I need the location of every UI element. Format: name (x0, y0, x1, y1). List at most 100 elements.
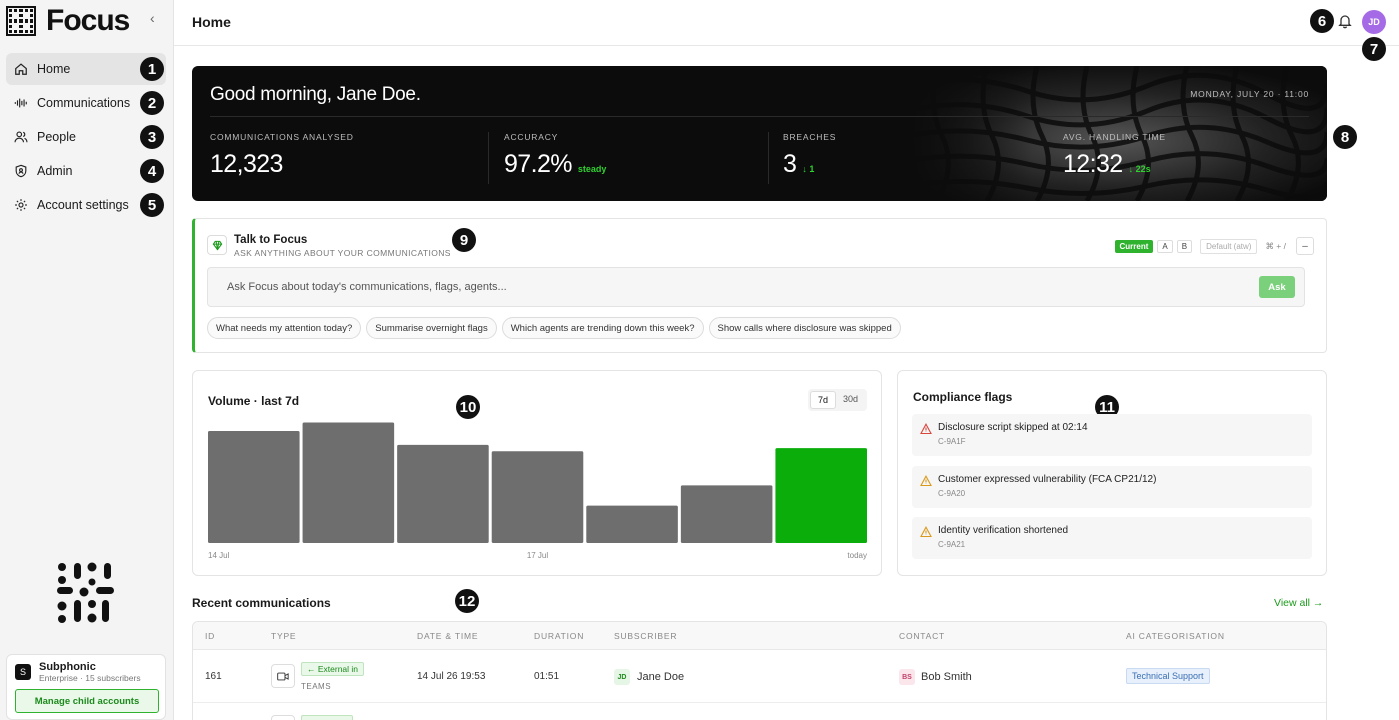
range-30d-tab[interactable]: 30d (842, 394, 858, 404)
kpi-label: COMMUNICATIONS ANALYSED (210, 132, 354, 142)
compliance-flag-item[interactable]: Identity verification shortened C-9A21 (912, 517, 1312, 559)
kpi-accuracy: ACCURACY 97.2% steady (504, 132, 606, 184)
compliance-flag-item[interactable]: Disclosure script skipped at 02:14 C-9A1… (912, 414, 1312, 456)
org-logo: S (15, 664, 31, 680)
annotation-badge: 4 (140, 159, 164, 183)
ask-button[interactable]: Ask (1259, 276, 1295, 298)
flag-id: C-9A20 (938, 489, 966, 498)
chart-bar-15-jul[interactable] (302, 422, 395, 543)
card-title: Compliance flags (913, 390, 1013, 404)
shield-icon (14, 164, 28, 178)
model-default-toggle[interactable]: Default (atw) (1200, 238, 1258, 254)
org-subtitle: Enterprise · 15 subscribers (39, 673, 141, 683)
app-name: Focus (46, 4, 130, 37)
keyboard-shortcut: ⌘ + / (1265, 240, 1286, 251)
range-toggle: 7d 30d (807, 389, 867, 411)
app-logo[interactable]: Focus (6, 4, 130, 38)
chart-bar-16-jul[interactable] (397, 444, 489, 543)
channel-label: TEAMS (301, 682, 332, 691)
people-icon (14, 130, 28, 144)
chevron-left-icon: ‹ (150, 10, 155, 26)
kpi-delta: steady (577, 164, 607, 174)
subscriber-avatar: JD (614, 669, 630, 685)
x-tick-label: 14 Jul (208, 551, 230, 560)
annotation-badge: 3 (140, 125, 164, 149)
manage-child-accounts-button[interactable]: Manage child accounts (15, 689, 159, 713)
column-header[interactable]: SUBSCRIBER (614, 631, 678, 641)
divider (210, 116, 1309, 117)
chart-bar-18-jul[interactable] (586, 505, 678, 543)
kpi-value: 12:32 (1063, 150, 1123, 178)
sidebar-item-label: Home (37, 62, 71, 76)
user-avatar[interactable]: JD (1362, 10, 1386, 34)
flag-title: Identity verification shortened (938, 525, 1069, 536)
direction-badge (301, 715, 353, 720)
organization-card: S Subphonic Enterprise · 15 subscribers … (6, 654, 166, 720)
bell-icon[interactable] (1337, 13, 1353, 29)
kpi-delta: ↓ 1 (802, 164, 815, 174)
model-b-toggle[interactable]: B (1176, 239, 1193, 253)
ask-box: Ask (207, 267, 1305, 307)
suggestion-chip[interactable]: Show calls where disclosure was skipped (708, 317, 901, 339)
column-header[interactable]: DATE & TIME (417, 631, 479, 641)
kpi-value: 3 (783, 150, 797, 178)
sidebar: Focus ‹ Home 1 Communications 2 People 3… (0, 0, 174, 720)
column-header[interactable]: TYPE (271, 631, 297, 641)
hero-banner: Good morning, Jane Doe. MONDAY, JULY 20 … (192, 66, 1327, 201)
flag-title: Disclosure script skipped at 02:14 (938, 422, 1088, 433)
kpi-avg-handling-time: AVG. HANDLING TIME 12:32 ↓ 22s (1063, 132, 1166, 184)
column-header[interactable]: DURATION (534, 631, 585, 641)
sidebar-nav: Home 1 Communications 2 People 3 Admin 4… (6, 53, 166, 223)
view-all-link[interactable]: View all → (1274, 597, 1324, 609)
chart-bar-14-jul[interactable] (208, 431, 300, 543)
home-icon (14, 62, 28, 76)
kpi-delta: ↓ 22s (1128, 164, 1151, 174)
model-a-toggle[interactable]: A (1157, 239, 1173, 253)
column-header[interactable]: ID (205, 631, 216, 641)
table-row[interactable] (193, 704, 1326, 720)
range-7d-tab[interactable]: 7d (809, 391, 836, 409)
suggestion-chip[interactable]: Summarise overnight flags (366, 317, 497, 339)
sidebar-item-label: Account settings (37, 198, 129, 212)
chart-bar-today[interactable] (775, 448, 867, 543)
sidebar-item-label: Communications (37, 96, 131, 110)
direction-badge: ← External in (301, 662, 365, 676)
compliance-flag-item[interactable]: Customer expressed vulnerability (FCA CP… (912, 466, 1312, 508)
annotation-badge: 7 (1362, 37, 1386, 61)
section-title: Recent communications (192, 596, 331, 610)
flag-title: Customer expressed vulnerability (FCA CP… (938, 474, 1157, 485)
ask-input[interactable] (208, 268, 1258, 306)
x-tick-label: 17 Jul (527, 551, 549, 560)
chart-bar-19-jul[interactable] (680, 485, 773, 543)
suggestion-chip[interactable]: What needs my attention today? (207, 317, 362, 339)
model-current-toggle[interactable]: Current (1114, 239, 1154, 253)
chart-bar-17-jul[interactable] (491, 451, 584, 543)
kpi-communications-analysed: COMMUNICATIONS ANALYSED 12,323 (210, 132, 354, 184)
table-header: ID TYPE DATE & TIME DURATION SUBSCRIBER … (193, 622, 1326, 650)
contact-name[interactable]: Bob Smith (921, 671, 972, 683)
column-header[interactable]: AI CATEGORISATION (1126, 631, 1225, 641)
panel-title: Talk to Focus (234, 234, 308, 246)
sidebar-item-account-settings[interactable]: Account settings 5 (6, 189, 166, 221)
column-header[interactable]: CONTACT (899, 631, 946, 641)
collapse-panel-button[interactable]: – (1296, 237, 1314, 255)
topbar: Home 6 JD 7 (174, 0, 1399, 61)
sidebar-item-communications[interactable]: Communications 2 (6, 87, 166, 119)
contact-avatar: BS (899, 669, 915, 685)
kpi-label: BREACHES (783, 132, 837, 142)
sidebar-item-admin[interactable]: Admin 4 (6, 155, 166, 187)
video-icon (271, 715, 295, 720)
sidebar-item-label: Admin (37, 164, 73, 178)
recent-communications-table: ID TYPE DATE & TIME DURATION SUBSCRIBER … (192, 621, 1327, 720)
table-row[interactable]: 161 ← External in TEAMS 14 Jul 26 19:53 … (193, 651, 1326, 703)
panel-subtitle: ASK ANYTHING ABOUT YOUR COMMUNICATIONS (234, 248, 451, 258)
x-tick-label: today (847, 551, 867, 560)
sidebar-item-people[interactable]: People 3 (6, 121, 166, 153)
flag-id: C-9A21 (938, 540, 966, 549)
subscriber-name[interactable]: Jane Doe (637, 671, 685, 683)
collapse-sidebar-button[interactable]: ‹ (150, 10, 155, 26)
suggestion-chip[interactable]: Which agents are trending down this week… (501, 317, 704, 339)
annotation-badge: 6 (1310, 9, 1334, 33)
sidebar-item-home[interactable]: Home 1 (6, 53, 166, 85)
kpi-label: ACCURACY (504, 132, 559, 142)
